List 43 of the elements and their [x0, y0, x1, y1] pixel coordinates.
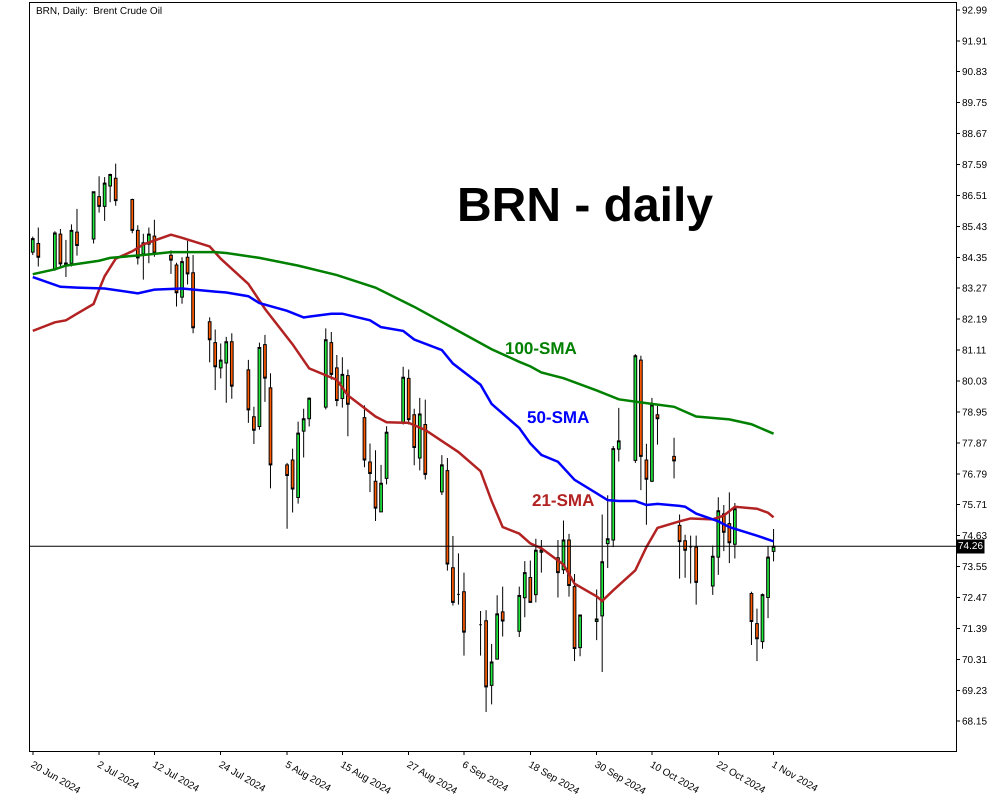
series-label: 100-SMA [505, 339, 577, 358]
y-tick-label: 85.43 [962, 222, 988, 233]
x-tick-label: 6 Sep 2024 [460, 759, 510, 795]
x-tick-label: 22 Oct 2024 [714, 759, 768, 796]
y-tick-label: 83.27 [962, 284, 988, 295]
y-tick-label: 87.59 [962, 160, 988, 172]
y-tick-label: 73.55 [962, 562, 988, 574]
y-tick-label: 90.83 [962, 67, 988, 78]
series-label: 50-SMA [527, 408, 590, 427]
x-tick-label: 15 Aug 2024 [338, 759, 393, 798]
x-tick-label: 12 Jul 2024 [150, 759, 202, 795]
y-tick-label: 84.35 [962, 252, 988, 264]
y-tick-label: 89.75 [962, 98, 988, 110]
y-tick-label: 77.87 [962, 438, 988, 450]
y-tick-label: 71.39 [962, 624, 988, 635]
x-tick-label: 1 Nov 2024 [770, 759, 820, 795]
x-tick-label: 27 Aug 2024 [404, 759, 460, 798]
y-tick-label: 75.71 [962, 500, 988, 512]
x-tick-label: 18 Sep 2024 [526, 759, 582, 798]
x-tick-label: 20 Jun 2024 [28, 759, 82, 797]
x-tick-label: 30 Sep 2024 [592, 759, 648, 798]
x-tick-label: 5 Aug 2024 [283, 759, 333, 794]
y-tick-label: 86.51 [962, 190, 988, 202]
y-tick-label: 70.31 [962, 654, 988, 666]
y-tick-label: 78.95 [962, 407, 988, 418]
series-label: 21-SMA [532, 491, 594, 510]
x-tick-label: 2 Jul 2024 [95, 759, 141, 792]
x-tick-label: 10 Oct 2024 [648, 759, 702, 796]
y-tick-label: 69.23 [962, 686, 988, 697]
y-tick-label: 91.91 [962, 36, 988, 48]
text: BRN - daily [456, 178, 714, 232]
y-tick-label: 92.99 [962, 5, 988, 16]
y-tick-label: 72.47 [962, 593, 988, 604]
y-tick-label: 74.63 [962, 531, 988, 542]
chart-subtitle: BRN, Daily: Brent Crude Oil [36, 6, 162, 17]
y-tick-label: 76.79 [962, 469, 988, 480]
ref-line-label: 74.26 [958, 541, 984, 552]
y-tick-label: 68.15 [962, 716, 988, 728]
y-tick-label: 80.03 [962, 376, 988, 388]
y-tick-label: 81.11 [962, 346, 987, 357]
y-tick-label: 88.67 [962, 129, 988, 140]
y-tick-label: 82.19 [962, 314, 988, 326]
x-tick-label: 24 Jul 2024 [216, 759, 268, 795]
